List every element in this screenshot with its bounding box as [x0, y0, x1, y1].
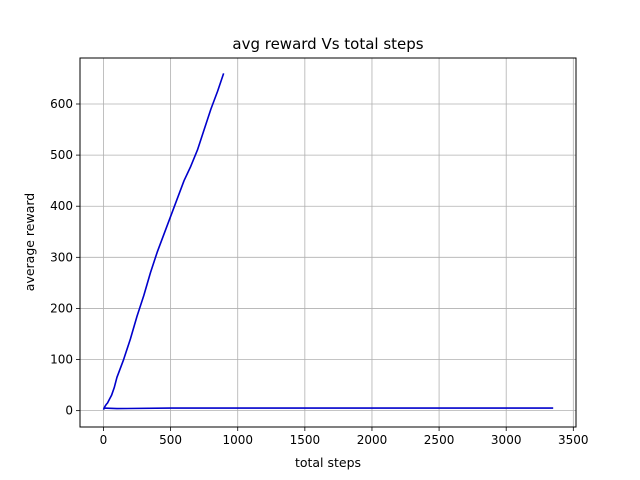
ticks: 0 500 1000 1500 2000 2500 3000 3500 0 100 200 300 40…: [50, 97, 588, 447]
x-tick-label: 3500: [558, 433, 589, 447]
y-tick-label: 0: [65, 404, 73, 418]
y-tick-label: 600: [50, 97, 73, 111]
x-tick-label: 3000: [491, 433, 522, 447]
y-tick-label: 400: [50, 199, 73, 213]
x-tick-label: 1000: [222, 433, 253, 447]
x-axis-title: total steps: [295, 455, 361, 470]
series-line-1: [102, 73, 225, 410]
y-tick-label: 100: [50, 353, 73, 367]
y-axis-title: average reward: [22, 193, 37, 291]
series-group: [102, 73, 554, 410]
plot-frame: [79, 57, 577, 428]
x-tick-label: 2500: [424, 433, 455, 447]
x-tick-label: 2000: [357, 433, 388, 447]
y-tick-label: 300: [50, 250, 73, 264]
y-tick-label: 500: [50, 148, 73, 162]
y-tick-label: 200: [50, 301, 73, 315]
x-tick-label: 1500: [290, 433, 321, 447]
x-tick-label: 0: [100, 433, 108, 447]
series-line-2: [103, 407, 554, 410]
x-tick-label: 500: [159, 433, 182, 447]
chart-title: avg reward Vs total steps: [232, 35, 423, 53]
grid: [80, 58, 576, 427]
